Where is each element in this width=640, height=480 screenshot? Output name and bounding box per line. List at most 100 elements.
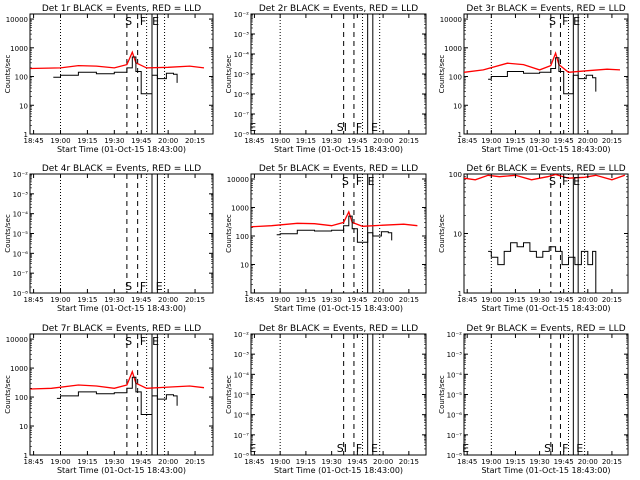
marker-label-s: S: [549, 175, 556, 188]
marker-label-e: E: [573, 175, 580, 188]
x-tick-label: 18:45: [23, 137, 43, 145]
y-tick-label: 10: [240, 262, 249, 270]
y-tick-label: 10⁻⁶: [234, 412, 250, 420]
y-tick-label: 100: [449, 171, 462, 179]
lld-series-line: [463, 173, 626, 181]
x-tick-label: 19:15: [77, 137, 97, 145]
x-tick-label: 19:45: [554, 458, 574, 466]
x-tick-label: 19:30: [529, 137, 549, 145]
marker-label-e: E: [371, 442, 378, 455]
marker-label-f: F: [562, 442, 568, 455]
marker-label-s: S: [544, 442, 551, 455]
marker-label-f: F: [356, 442, 362, 455]
x-axis-label: Start Time (01-Oct-15 18:43:00): [57, 304, 186, 313]
y-tick-label: 1: [24, 131, 28, 139]
x-tick-label: 19:45: [347, 296, 367, 304]
x-tick-label: 19:30: [104, 296, 124, 304]
y-tick-label: 10: [453, 102, 462, 110]
marker-label-s: S: [337, 442, 344, 455]
chart-panel-4: Det 4r BLACK = Events, RED = LLD Counts/s…: [4, 164, 214, 313]
marker-label-f: F: [356, 121, 362, 134]
marker-label-e: E: [576, 442, 583, 455]
x-tick-label: 18:45: [23, 296, 43, 304]
x-tick-label: 20:00: [158, 296, 178, 304]
y-axis-label: Counts/sec: [438, 375, 446, 414]
y-tick-label: 10⁻³: [447, 351, 463, 359]
chart-panel-2: Det 2r BLACK = Events, RED = LLD Counts/s…: [225, 4, 427, 154]
x-tick-label: 18:45: [244, 458, 264, 466]
x-tick-label: 19:30: [322, 137, 342, 145]
chart-panel-8: Det 8r BLACK = Events, RED = LLD Counts/s…: [225, 324, 427, 475]
x-tick-label: 19:30: [104, 458, 124, 466]
events-series-line: [53, 56, 178, 95]
marker-label-s: S: [125, 15, 132, 28]
plot-frame: [463, 333, 629, 456]
x-tick-label: 19:15: [505, 137, 525, 145]
lld-series-line: [29, 50, 205, 70]
marker-label-f: F: [140, 335, 146, 348]
y-tick-label: 1000: [10, 365, 28, 373]
marker-label-f: F: [562, 175, 568, 188]
y-tick-label: 1: [245, 290, 249, 298]
x-tick-label: 19:15: [296, 296, 316, 304]
marker-label-f: F: [140, 15, 146, 28]
y-tick-label: 10⁻⁷: [13, 270, 29, 278]
x-tick-label: 18:45: [457, 137, 477, 145]
y-tick-label: 10⁻⁵: [447, 392, 463, 400]
marker-label-e: E: [152, 335, 159, 348]
chart-title: Det 1r BLACK = Events, RED = LLD: [42, 4, 201, 14]
chart-panel-9: Det 9r BLACK = Events, RED = LLD Counts/s…: [438, 324, 629, 475]
events-series-line: [56, 376, 178, 415]
y-tick-label: 1000: [444, 45, 462, 53]
y-axis-label: Counts/sec: [225, 375, 233, 414]
x-tick-label: 19:15: [296, 137, 316, 145]
y-tick-label: 10⁻⁷: [234, 111, 250, 119]
y-tick-label: 10⁻⁵: [234, 392, 250, 400]
x-tick-label: 20:15: [399, 296, 419, 304]
plot-frame: [29, 13, 214, 135]
x-tick-label: 19:30: [322, 296, 342, 304]
x-tick-label: 19:00: [50, 296, 70, 304]
x-tick-label: 19:00: [270, 137, 290, 145]
x-tick-label: 19:30: [104, 137, 124, 145]
y-tick-label: 10⁻⁵: [234, 71, 250, 79]
y-tick-label: 10⁻²: [13, 171, 29, 179]
y-tick-label: 10000: [6, 336, 28, 344]
x-tick-label: 20:00: [578, 296, 598, 304]
events-series-line: [488, 57, 597, 95]
x-tick-label: 19:45: [554, 137, 574, 145]
x-tick-label: 19:30: [529, 296, 549, 304]
plot-frame: [29, 333, 214, 456]
x-axis-label: Start Time (01-Oct-15 18:43:00): [481, 145, 610, 154]
x-tick-label: 19:45: [131, 296, 151, 304]
chart-panel-1: Det 1r BLACK = Events, RED = LLD Counts/s…: [4, 4, 214, 154]
x-tick-label: 19:15: [77, 296, 97, 304]
y-tick-label: 10⁻⁶: [234, 91, 250, 99]
marker-label-e: E: [371, 121, 378, 134]
y-tick-label: 10⁻⁶: [13, 250, 29, 258]
y-tick-label: 10⁻⁸: [447, 452, 463, 460]
y-tick-label: 10: [19, 423, 28, 431]
y-tick-label: 10: [19, 102, 28, 110]
y-axis-label: Counts/sec: [438, 214, 446, 253]
y-tick-label: 10⁻⁸: [13, 290, 29, 298]
x-tick-label: 20:15: [602, 458, 622, 466]
x-tick-label: 20:15: [185, 458, 205, 466]
x-tick-label: 19:00: [270, 458, 290, 466]
x-tick-label: 20:00: [158, 137, 178, 145]
chart-title: Det 9r BLACK = Events, RED = LLD: [466, 324, 625, 334]
x-tick-label: 18:45: [244, 296, 264, 304]
y-tick-label: 100: [15, 394, 28, 402]
chart-panel-6: Det 6r BLACK = Events, RED = LLD Counts/s…: [438, 164, 629, 313]
plot-frame: [250, 13, 427, 135]
x-tick-label: 20:15: [602, 137, 622, 145]
marker-label-f: F: [562, 15, 568, 28]
x-tick-label: 18:45: [244, 137, 264, 145]
x-tick-label: 20:00: [158, 458, 178, 466]
marker-label-e: E: [249, 121, 256, 134]
marker-label-e: E: [156, 280, 163, 293]
y-tick-label: 10⁻⁸: [234, 131, 250, 139]
events-series-line: [276, 215, 393, 243]
chart-title: Det 4r BLACK = Events, RED = LLD: [42, 164, 201, 174]
